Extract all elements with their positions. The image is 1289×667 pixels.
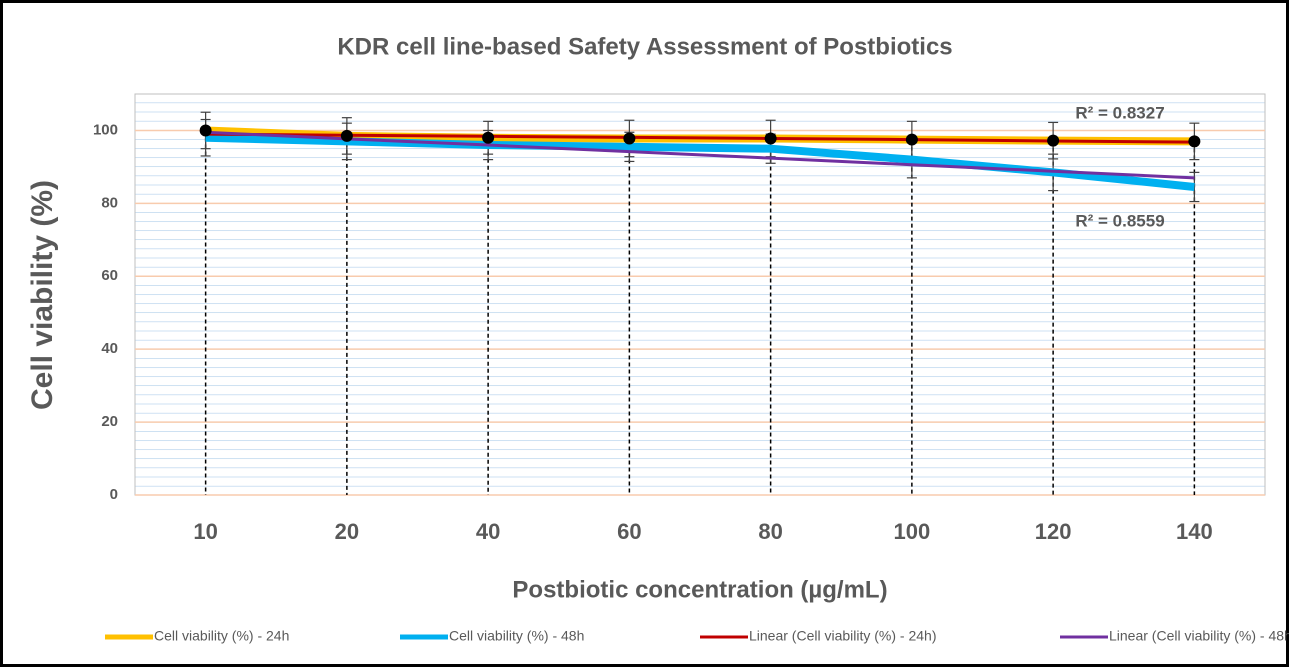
y-tick-label: 60 [101,267,118,284]
x-axis-label: Postbiotic concentration (µg/mL) [512,576,887,603]
legend-label: Linear (Cell viability (%) - 48h) [1109,628,1289,644]
y-tick-label: 40 [101,340,118,357]
legend-item: Linear (Cell viability (%) - 24h) [700,628,937,644]
x-tick-label: 40 [476,519,500,544]
point-marker [1047,134,1060,147]
point-marker [340,129,353,142]
chart-title: KDR cell line-based Safety Assessment of… [337,33,952,60]
x-tick-label: 20 [335,519,359,544]
point-marker [482,131,495,144]
minor-grid [135,94,1265,495]
legend-label: Cell viability (%) - 48h [449,628,584,644]
x-tick-label: 80 [758,519,782,544]
annotation: R² = 0.8559 [1075,211,1164,230]
legend-item: Cell viability (%) - 48h [400,628,584,644]
point-marker [764,132,777,145]
series-line [205,132,1195,144]
x-tick-label: 140 [1176,519,1213,544]
x-tick-label: 100 [894,519,931,544]
point-marker [199,124,212,137]
point-marker [623,132,636,145]
legend-item: Cell viability (%) - 24h [105,628,289,644]
legend-label: Linear (Cell viability (%) - 24h) [749,628,937,644]
y-tick-label: 100 [93,121,118,138]
x-tick-label: 120 [1035,519,1072,544]
y-tick-label: 80 [101,194,118,211]
x-tick-label: 10 [193,519,217,544]
y-axis-label: Cell viability (%) [26,180,59,410]
annotation: R² = 0.8327 [1075,103,1164,122]
x-tick-label: 60 [617,519,641,544]
legend-label: Cell viability (%) - 24h [154,628,289,644]
series-line [205,130,1195,180]
y-tick-label: 20 [101,413,118,430]
point-marker [1188,135,1201,148]
y-tick-label: 0 [110,486,118,503]
point-marker [905,133,918,146]
legend-item: Linear (Cell viability (%) - 48h) [1060,628,1289,644]
